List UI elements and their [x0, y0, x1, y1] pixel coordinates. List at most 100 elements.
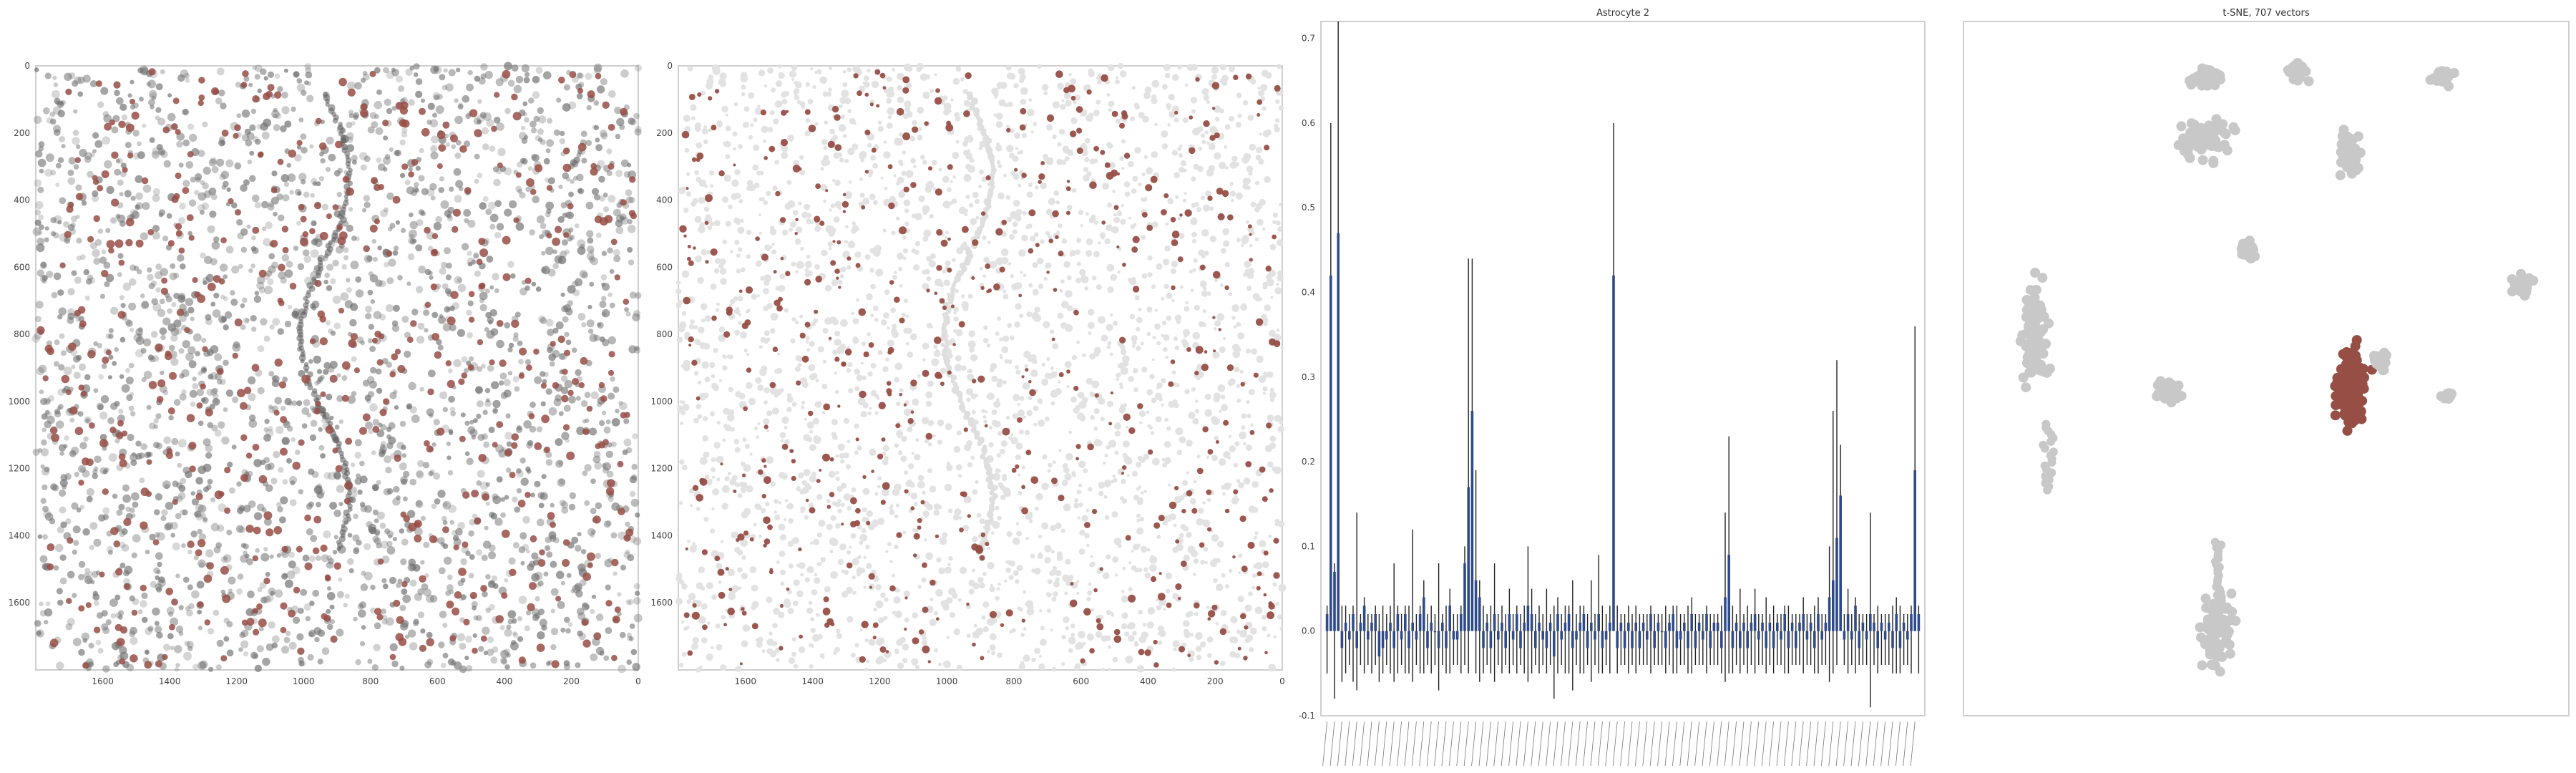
tissue-cell: [271, 261, 278, 269]
tissue-cell: [1211, 534, 1219, 542]
highlight-cell: [99, 571, 105, 578]
tissue-cell: [1095, 631, 1103, 638]
tissue-cell: [522, 515, 530, 524]
tissue-cell: [753, 144, 760, 152]
tissue-cell: [1199, 280, 1207, 288]
tissue-cell: [43, 397, 52, 405]
highlight-cell: [371, 177, 379, 185]
highlight-cell: [491, 125, 497, 132]
tissue-cell: [1126, 425, 1129, 429]
tissue-cell: [1112, 656, 1118, 663]
tissue-cell: [1070, 623, 1075, 628]
tissue-cell: [1107, 341, 1112, 346]
tissue-cell: [532, 75, 540, 84]
tissue-cell: [346, 136, 353, 143]
tissue-cell: [309, 144, 314, 149]
tissue-cell: [843, 452, 849, 459]
tissue-cell: [1184, 306, 1190, 312]
tissue-cell: [883, 151, 891, 159]
tissue-cell: [415, 165, 421, 171]
tissue-cell: [414, 188, 419, 193]
tissue-cell: [1252, 585, 1256, 590]
tissue-cell: [87, 274, 94, 281]
tissue-cell: [587, 329, 594, 334]
tissue-cell: [605, 584, 611, 590]
tissue-cell: [482, 409, 488, 415]
highlight-cell: [527, 603, 535, 612]
tissue-cell: [300, 133, 307, 140]
tissue-cell: [426, 631, 433, 638]
tissue-cell: [404, 350, 411, 358]
tissue-cell: [561, 305, 568, 313]
tissue-cell: [192, 663, 199, 671]
tissue-cell: [1171, 667, 1176, 672]
tissue-cell: [92, 190, 99, 198]
tissue-cell: [375, 531, 380, 537]
highlight-cell: [572, 378, 579, 386]
highlight-cell: [525, 178, 535, 187]
tissue-cell: [867, 68, 871, 73]
tissue-cell: [336, 395, 343, 402]
tissue-cell: [423, 588, 431, 597]
tissue-cell: [454, 195, 462, 203]
tissue-cell: [301, 89, 307, 96]
tissue-cell: [155, 287, 161, 293]
tissue-cell: [296, 400, 303, 407]
tissue-cell: [379, 313, 386, 321]
highlight-cell: [66, 598, 72, 604]
tissue-cell: [507, 371, 513, 376]
tissue-cell: [203, 166, 211, 175]
tissue-cell: [1151, 151, 1158, 158]
tissue-cell: [243, 505, 251, 512]
tissue-cell: [126, 394, 133, 402]
tissue-cell: [773, 118, 779, 125]
tissue-cell: [407, 253, 415, 261]
tissue-cell: [326, 394, 333, 401]
tissue-cell: [873, 608, 877, 612]
tissue-cell: [557, 216, 565, 223]
tissue-cell: [609, 268, 615, 274]
highlight-cell: [167, 407, 175, 415]
tissue-cell: [100, 395, 109, 404]
tissue-cell: [847, 265, 852, 270]
tissue-cell: [399, 605, 406, 611]
tissue-cell: [1193, 573, 1196, 576]
tissue-cell: [528, 97, 535, 104]
tissue-cell: [1133, 387, 1138, 392]
tissue-cell: [336, 191, 343, 198]
tissue-cell: [220, 556, 228, 563]
tissue-cell: [196, 388, 205, 397]
highlight-cell: [477, 339, 484, 346]
tissue-cell: [314, 636, 320, 643]
tissue-cell: [500, 649, 509, 658]
highlight-cell: [273, 526, 283, 535]
tissue-cell: [321, 203, 328, 210]
tissue-cell: [955, 355, 962, 362]
tissue-cell: [1277, 64, 1282, 69]
tissue-cell: [997, 378, 1003, 384]
tissue-cell: [75, 184, 82, 191]
tissue-cell: [1206, 455, 1210, 460]
tissue-cell: [1230, 616, 1238, 624]
tissue-cell: [787, 608, 794, 615]
tissue-cell: [512, 496, 518, 503]
tissue-cell: [298, 489, 303, 495]
tissue-cell: [217, 524, 225, 533]
tissue-cell: [689, 545, 697, 553]
tissue-cell: [84, 152, 92, 160]
highlight-cell: [554, 225, 562, 233]
tissue-cell: [424, 328, 429, 333]
highlight-cell: [449, 635, 457, 642]
tissue-cell: [460, 578, 466, 583]
tissue-cell: [952, 175, 957, 179]
tissue-cell: [1089, 353, 1096, 360]
tissue-cell: [618, 401, 623, 406]
tissue-cell: [488, 544, 496, 552]
tissue-cell: [1088, 487, 1093, 492]
tissue-cell: [538, 502, 545, 509]
tissue-cell: [1034, 648, 1040, 654]
tissue-cell: [343, 603, 348, 608]
tissue-cell: [545, 246, 554, 256]
tissue-cell: [1192, 332, 1200, 340]
tissue-cell: [1009, 73, 1016, 80]
